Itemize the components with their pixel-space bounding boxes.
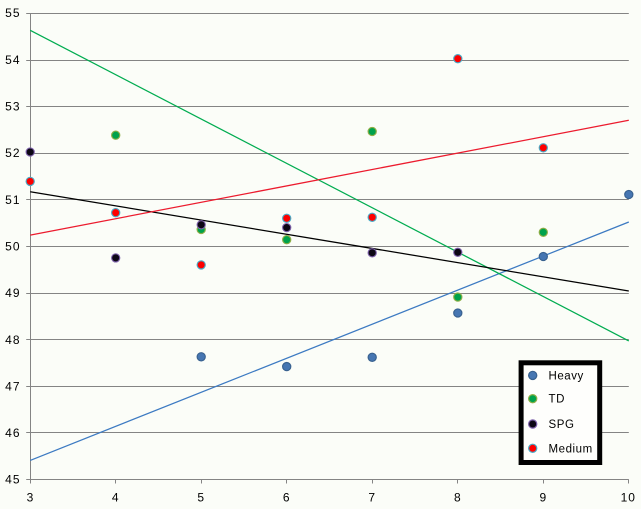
svg-text:52: 52 [5, 146, 20, 160]
svg-text:49: 49 [5, 286, 20, 300]
svg-text:SPG: SPG [549, 419, 575, 431]
svg-text:6: 6 [283, 491, 291, 505]
svg-text:TD: TD [549, 394, 565, 406]
svg-text:Heavy: Heavy [549, 370, 584, 382]
svg-text:5: 5 [197, 491, 205, 505]
svg-text:47: 47 [5, 379, 20, 393]
svg-text:51: 51 [5, 193, 20, 207]
svg-text:10: 10 [621, 491, 636, 505]
svg-text:7: 7 [368, 491, 376, 505]
svg-text:48: 48 [5, 333, 20, 347]
svg-text:Medium: Medium [549, 443, 593, 455]
svg-text:45: 45 [5, 473, 20, 487]
svg-text:46: 46 [5, 426, 20, 440]
svg-text:3: 3 [27, 491, 35, 505]
svg-text:4: 4 [112, 491, 120, 505]
svg-text:54: 54 [5, 53, 20, 67]
svg-text:53: 53 [5, 100, 20, 114]
svg-text:55: 55 [5, 6, 20, 20]
svg-text:50: 50 [5, 239, 20, 253]
svg-text:9: 9 [539, 491, 547, 505]
svg-text:8: 8 [454, 491, 462, 505]
